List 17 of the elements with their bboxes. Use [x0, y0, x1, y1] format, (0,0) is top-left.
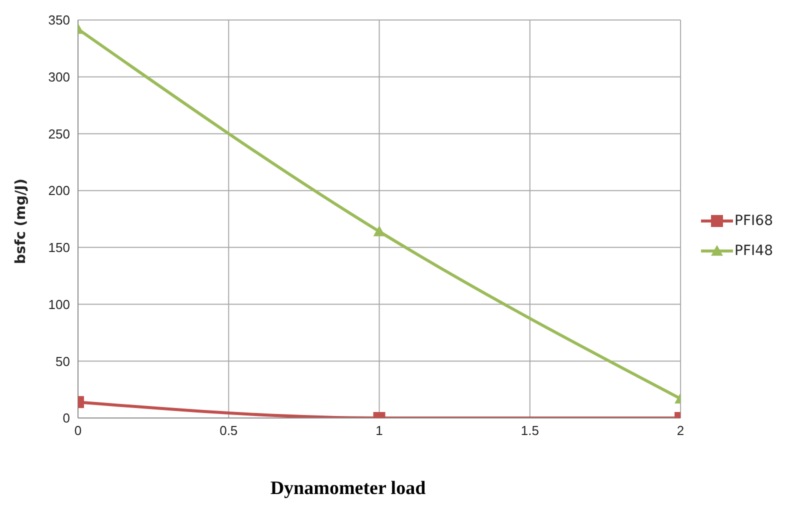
y-tick-label: 100 — [48, 296, 70, 312]
y-tick-label: 0 — [62, 410, 70, 426]
x-tick-label: 2 — [676, 423, 684, 438]
legend-label: PFI68 — [734, 212, 773, 228]
y-tick-label: 300 — [48, 69, 70, 84]
y-axis-title: bsfc (mg/J) — [12, 178, 29, 264]
y-tick-label: 250 — [48, 126, 70, 142]
x-tick-label: 1 — [376, 423, 383, 438]
x-axis-title: Dynamometer load — [269, 478, 427, 500]
x-tick-label: 1.5 — [520, 423, 539, 438]
x-tick-label: 0.5 — [220, 423, 238, 438]
legend-label: PFI48 — [734, 242, 773, 258]
y-tick-label: 50 — [56, 354, 70, 369]
y-tick-label: 350 — [48, 12, 70, 28]
y-tick-label: 150 — [48, 240, 70, 256]
y-tick-label: 200 — [48, 183, 70, 198]
x-tick-label: 0 — [74, 423, 82, 438]
